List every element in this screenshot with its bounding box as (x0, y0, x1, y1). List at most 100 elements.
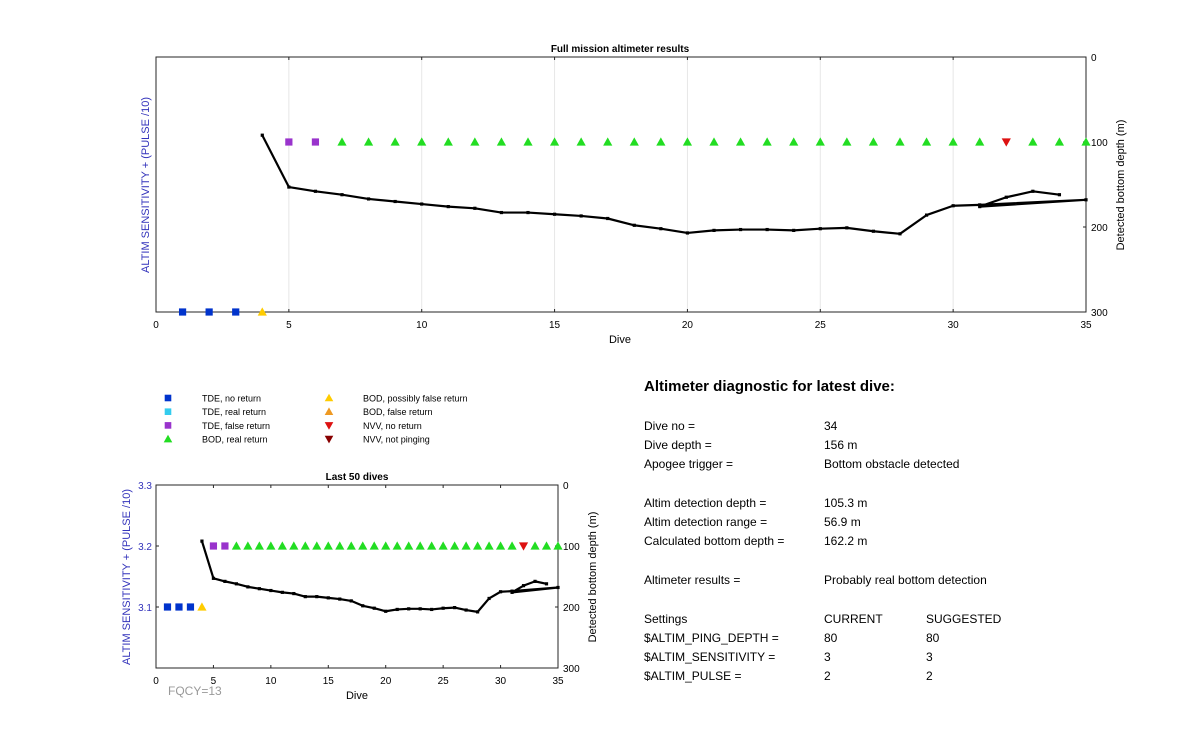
depth-point (234, 582, 238, 586)
legend-label: TDE, no return (202, 394, 261, 404)
y-axis-label: ALTIM SENSITIVITY + (PULSE /10) (140, 97, 152, 273)
altimeter-marker (300, 541, 310, 550)
depth-point (606, 216, 610, 221)
det-range-value: 56.9 m (824, 515, 861, 529)
x-tick-label: 0 (153, 676, 159, 687)
x-tick-label: 10 (265, 676, 277, 687)
altimeter-marker (254, 541, 264, 550)
depth-point (898, 232, 902, 236)
depth-point (473, 206, 477, 210)
altimeter-marker (311, 138, 320, 146)
setting-current: 2 (824, 669, 831, 683)
results-label: Altimeter results = (644, 573, 741, 587)
y2-tick-label: 200 (1091, 223, 1108, 234)
depth-point (287, 185, 291, 189)
altimeter-marker (381, 541, 391, 550)
altimeter-marker (404, 541, 414, 550)
altimeter-marker (450, 541, 460, 550)
suggested-label: SUGGESTED (926, 612, 1002, 626)
depth-point (260, 133, 264, 137)
y2-tick-label: 300 (1091, 308, 1108, 319)
x-tick-label: 5 (286, 320, 292, 331)
x-tick-label: 35 (1080, 320, 1092, 331)
depth-point (1084, 198, 1088, 202)
depth-point (521, 584, 526, 588)
depth-point (498, 590, 503, 594)
depth-point (1004, 195, 1008, 199)
altimeter-marker (656, 137, 666, 146)
depth-point (211, 576, 216, 580)
legend-marker (164, 422, 172, 429)
legend-label: NVV, no return (363, 421, 422, 431)
legend-label: BOD, false return (363, 407, 433, 417)
settings-label: Settings (644, 612, 688, 626)
setting-name: $ALTIM_PING_DEPTH = (644, 631, 779, 645)
setting-suggested: 3 (926, 650, 933, 664)
current-label: CURRENT (824, 612, 883, 626)
altimeter-marker (541, 541, 552, 550)
altimeter-marker (231, 541, 241, 550)
altimeter-marker (175, 603, 183, 611)
altimeter-marker (1054, 137, 1065, 146)
depth-point (384, 609, 388, 613)
altimeter-marker (163, 603, 172, 611)
x-tick-label: 5 (211, 676, 217, 687)
altimeter-marker (484, 541, 494, 550)
altimeter-marker (209, 542, 218, 550)
depth-point (476, 610, 480, 614)
depth-point (533, 579, 537, 583)
x-tick-label: 15 (549, 320, 561, 331)
altimeter-marker (323, 541, 333, 550)
depth-point (544, 582, 549, 586)
setting-current: 3 (824, 650, 831, 664)
altimeter-marker (266, 541, 276, 550)
apogee-label: Apogee trigger = (644, 457, 734, 471)
altimeter-marker (1081, 137, 1091, 146)
depth-point (556, 585, 560, 590)
full-mission-chart: Full mission altimeter results Dive ALTI… (140, 44, 1127, 346)
depth-point (393, 199, 397, 204)
altimeter-marker (221, 542, 229, 550)
setting-suggested: 2 (926, 669, 933, 683)
altimeter-marker (682, 137, 693, 146)
altimeter-marker (473, 541, 483, 550)
depth-line (261, 134, 1088, 235)
depth-point (464, 608, 468, 612)
depth-point (395, 607, 399, 612)
altimeter-marker (363, 137, 374, 146)
altimeter-marker (369, 541, 379, 550)
y2-tick-label: 0 (563, 481, 569, 492)
y-tick-label: 3.2 (138, 542, 152, 553)
apogee-value: Bottom obstacle detected (824, 457, 960, 471)
altimeter-marker (257, 307, 267, 316)
depth-point (792, 228, 796, 232)
x-tick-label: 25 (815, 320, 827, 331)
altimeter-marker (495, 541, 506, 550)
x-axis-label: Dive (346, 690, 368, 702)
x-tick-label: 35 (552, 676, 564, 687)
x-tick-label: 20 (682, 320, 694, 331)
depth-point (552, 212, 557, 216)
altimeter-marker (427, 541, 437, 550)
dive-no-label: Dive no = (644, 419, 696, 433)
x-tick-label: 10 (416, 320, 428, 331)
legend-label: NVV, not pinging (363, 435, 430, 445)
altimeter-marker (975, 137, 985, 146)
legend-label: TDE, false return (202, 421, 270, 431)
altimeter-marker (289, 541, 299, 550)
y2-tick-label: 300 (563, 664, 580, 675)
x-tick-label: 20 (380, 676, 392, 687)
altimeter-marker (346, 541, 356, 550)
legend-marker (164, 408, 172, 415)
depth-point (659, 227, 663, 231)
altimeter-marker (243, 541, 253, 550)
det-depth-label: Altim detection depth = (644, 496, 767, 510)
depth-point (349, 599, 353, 603)
depth-point (978, 203, 982, 207)
altimeter-marker (576, 137, 586, 146)
depth-point (303, 595, 307, 599)
altimeter-marker (895, 137, 905, 146)
y2-tick-label: 100 (563, 542, 580, 553)
altimeter-marker (415, 541, 425, 550)
altimeter-marker (553, 541, 563, 550)
